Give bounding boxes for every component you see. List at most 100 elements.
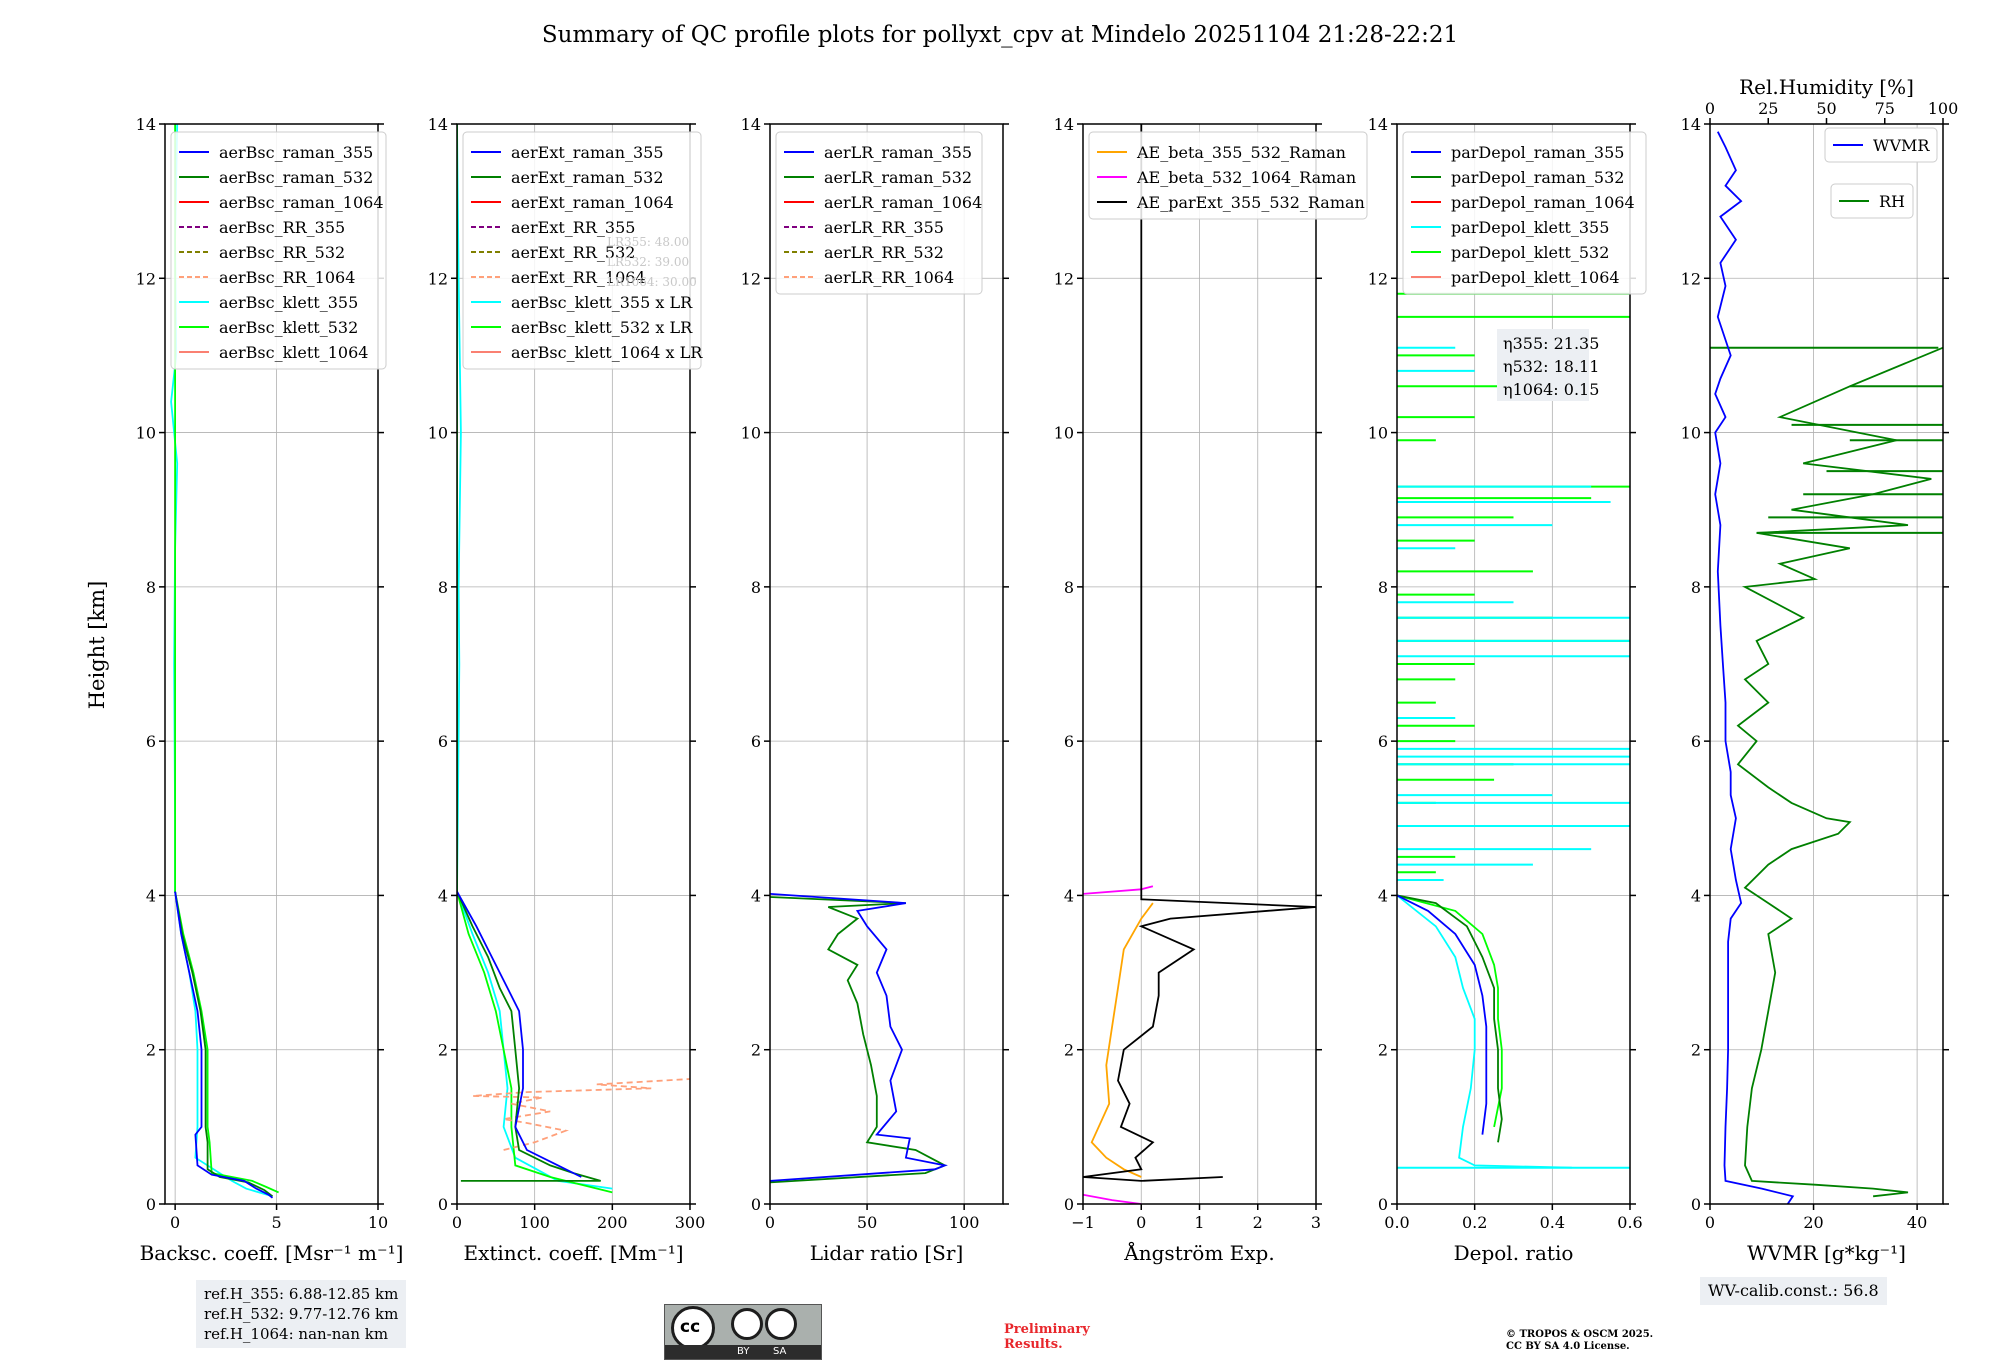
plot-area bbox=[1710, 131, 1943, 1204]
series-WVMR bbox=[1714, 131, 1795, 1204]
legend-label: AE_beta_355_532_Raman bbox=[1136, 143, 1346, 162]
legend-label: aerExt_RR_355 bbox=[511, 218, 635, 237]
legend-box bbox=[462, 131, 702, 370]
legend-box-wvmr bbox=[1824, 127, 1938, 163]
y-tick-label: 6 bbox=[1064, 732, 1074, 751]
y-tick-label: 12 bbox=[1368, 269, 1388, 288]
legend-label: aerLR_raman_355 bbox=[824, 143, 972, 162]
x-axis-label: WVMR [g*kg⁻¹] bbox=[1747, 1241, 1906, 1265]
legend-label: WVMR bbox=[1873, 136, 1930, 155]
attribution-icon bbox=[731, 1308, 763, 1340]
legend-label: aerBsc_klett_1064 x LR bbox=[511, 343, 703, 362]
y-tick-label: 0 bbox=[146, 1195, 156, 1214]
plot-area bbox=[1397, 292, 1630, 1169]
x-tick-label: 0 bbox=[170, 1213, 180, 1232]
y-tick-label: 6 bbox=[1691, 732, 1701, 751]
series-AE_beta_532_1064_Raman bbox=[1083, 885, 1154, 895]
legend-label: aerLR_RR_532 bbox=[824, 243, 944, 262]
y-tick-label: 12 bbox=[136, 269, 156, 288]
legend-box bbox=[1088, 131, 1368, 220]
x-tick-label: 100 bbox=[949, 1213, 980, 1232]
legend-label: aerBsc_RR_355 bbox=[219, 218, 345, 237]
eta-label: η532: 18.11 bbox=[1503, 357, 1599, 376]
eta-label: η1064: 0.15 bbox=[1503, 380, 1599, 399]
legend-label: aerBsc_raman_355 bbox=[219, 143, 373, 162]
series-aerBsc_klett_355 x LR bbox=[457, 124, 613, 1190]
panel-depol: 0 2 4 6 8 10 12 14 0.0 0.2 0.4 0.6 Depol. ratio parDe… bbox=[1368, 115, 1647, 1265]
x-tick-label: 40 bbox=[1907, 1213, 1927, 1232]
ref-height-355: ref.H_355: 6.88-12.85 km bbox=[204, 1285, 399, 1303]
plot-area bbox=[457, 124, 690, 1194]
y-tick-label: 2 bbox=[146, 1041, 156, 1060]
plot-area bbox=[170, 124, 279, 1199]
series-parDepol_raman_355 bbox=[1397, 894, 1488, 1135]
axes-frame bbox=[456, 123, 691, 1205]
legend-label: parDepol_klett_355 bbox=[1451, 218, 1609, 237]
plot-area bbox=[770, 893, 948, 1184]
y-tick-label: 2 bbox=[1378, 1041, 1388, 1060]
series-aerExt_raman_532 bbox=[457, 891, 601, 1182]
x-tick-label: 300 bbox=[675, 1213, 706, 1232]
legend-label: aerBsc_klett_355 bbox=[219, 293, 358, 312]
y-tick-label: 4 bbox=[751, 886, 761, 905]
legend-label: aerExt_RR_532 bbox=[511, 243, 635, 262]
x-tick-label: 0.6 bbox=[1617, 1213, 1642, 1232]
y-tick-label: 0 bbox=[751, 1195, 761, 1214]
y-tick-label: 8 bbox=[438, 578, 448, 597]
y-tick-label: 14 bbox=[1368, 115, 1388, 134]
x-tick-label: 0.4 bbox=[1540, 1213, 1565, 1232]
x-axis-label: Depol. ratio bbox=[1454, 1241, 1574, 1265]
preliminary-notice: Preliminary Results. bbox=[1004, 1322, 1090, 1352]
cc-icon: cc bbox=[671, 1306, 715, 1350]
y-tick-label: 8 bbox=[1378, 578, 1388, 597]
legend-label: aerBsc_klett_355 x LR bbox=[511, 293, 693, 312]
lr-label: LR1064: 30.00 bbox=[607, 275, 697, 289]
series-AE_beta_532_1064_Raman_low bbox=[1083, 1193, 1142, 1204]
x-tick-label: 0.2 bbox=[1462, 1213, 1487, 1232]
lr-label: LR532: 39.00 bbox=[607, 255, 689, 269]
y-tick-label: 8 bbox=[1691, 578, 1701, 597]
y-tick-label: 4 bbox=[1691, 886, 1701, 905]
y-tick-label: 4 bbox=[1378, 886, 1388, 905]
eta-box bbox=[1497, 329, 1589, 401]
y-tick-label: 2 bbox=[751, 1041, 761, 1060]
series-aerExt_RR_1064 bbox=[472, 1078, 690, 1151]
panel-backscatter: 0 2 4 6 8 10 12 14 0 5 10 Backsc. coeff. [Msr⁻¹ m⁻¹… bbox=[136, 115, 404, 1265]
legend-label: aerBsc_klett_532 x LR bbox=[511, 318, 693, 337]
top-x-axis-label: Rel.Humidity [%] bbox=[1739, 75, 1914, 99]
legend-box bbox=[775, 131, 983, 295]
legend-label: aerBsc_klett_532 bbox=[219, 318, 358, 337]
axes-frame bbox=[769, 123, 1004, 1205]
top-x-tick-label: 75 bbox=[1875, 99, 1895, 118]
series-aerBsc_raman_355 bbox=[174, 891, 274, 1199]
x-tick-label: 0 bbox=[1705, 1213, 1715, 1232]
x-tick-label: −1 bbox=[1071, 1213, 1095, 1232]
panel-extinction: 0 2 4 6 8 10 12 14 0 100 200 300 Extinct. coeff. [Mm… bbox=[428, 115, 706, 1265]
axes-frame bbox=[1082, 123, 1317, 1205]
x-tick-label: 0 bbox=[765, 1213, 775, 1232]
legend-label: parDepol_raman_355 bbox=[1451, 143, 1624, 162]
figure-title: Summary of QC profile plots for pollyxt_… bbox=[541, 22, 1459, 48]
share-alike-icon bbox=[765, 1308, 797, 1340]
y-tick-label: 14 bbox=[741, 115, 761, 134]
y-tick-label: 12 bbox=[428, 269, 448, 288]
legend-label: parDepol_klett_532 bbox=[1451, 243, 1609, 262]
legend-label: AE_beta_532_1064_Raman bbox=[1136, 168, 1356, 187]
y-tick-label: 6 bbox=[438, 732, 448, 751]
series-AE_parExt_355_532_Raman bbox=[1083, 124, 1316, 1182]
top-x-tick-label: 50 bbox=[1816, 99, 1836, 118]
axes-frame bbox=[1709, 123, 1944, 1205]
x-tick-label: 0.0 bbox=[1384, 1213, 1409, 1232]
series-aerBsc_raman_532 bbox=[174, 891, 274, 1198]
y-axis-label: Height [km] bbox=[85, 581, 109, 710]
legend-label: aerExt_raman_355 bbox=[511, 143, 664, 162]
ref-height-532: ref.H_532: 9.77-12.76 km bbox=[204, 1305, 399, 1323]
y-tick-label: 14 bbox=[428, 115, 448, 134]
y-tick-label: 12 bbox=[741, 269, 761, 288]
series-aerBsc_klett_532 x LR bbox=[457, 124, 613, 1194]
legend-label: AE_parExt_355_532_Raman bbox=[1136, 193, 1365, 212]
legend-label: aerBsc_klett_1064 bbox=[219, 343, 368, 362]
series-AE_beta_355_532_Raman bbox=[1090, 902, 1154, 1178]
legend-label: aerExt_raman_532 bbox=[511, 168, 664, 187]
x-axis-label: Lidar ratio [Sr] bbox=[810, 1241, 964, 1265]
